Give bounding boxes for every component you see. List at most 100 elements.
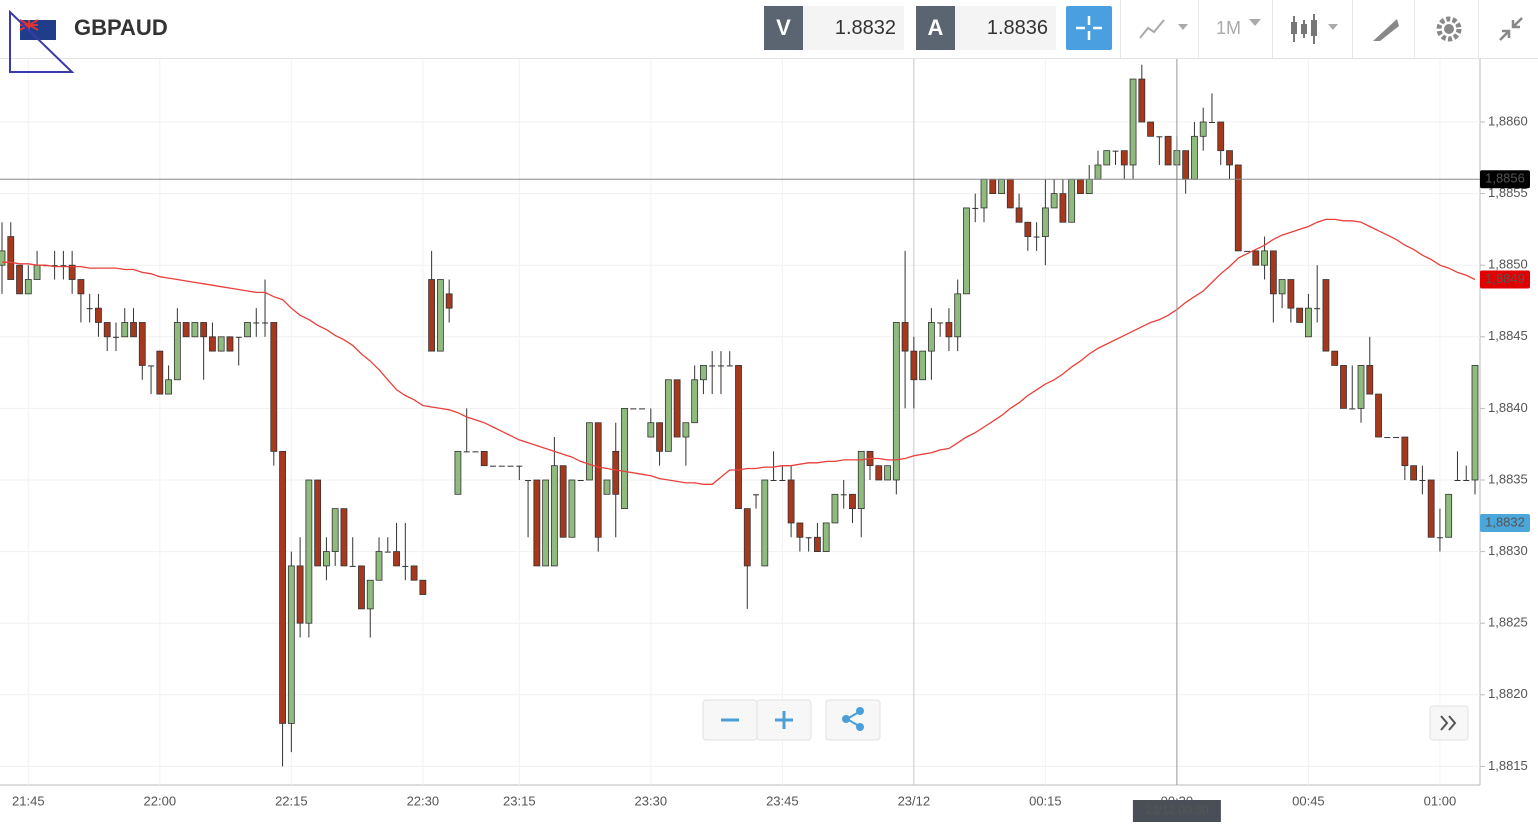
candle-body <box>1305 307 1312 338</box>
candle-body <box>559 465 567 538</box>
timeframe[interactable]: 1M <box>1216 18 1242 38</box>
candle-body <box>691 379 699 424</box>
ma-last-label: 1,8849 <box>1485 271 1525 286</box>
candle-body <box>1164 135 1172 166</box>
candle-body <box>901 322 909 352</box>
share-button[interactable] <box>825 699 881 741</box>
candle-body <box>621 407 628 510</box>
candle-body <box>822 522 830 552</box>
candle-body <box>709 365 716 367</box>
candle-body <box>410 565 418 581</box>
y-tick-label: 1,8835 <box>1488 471 1528 486</box>
candle-body <box>542 479 550 567</box>
candle-body <box>980 178 988 209</box>
candle-body <box>358 565 365 610</box>
candle-body <box>1454 479 1461 481</box>
candle-body <box>1191 135 1198 180</box>
separator <box>1478 0 1479 58</box>
candle-body <box>1112 150 1119 152</box>
sell-label[interactable]: V <box>764 6 803 50</box>
candle-body <box>1138 78 1146 123</box>
candle-body <box>402 565 409 567</box>
crosshair-price-label: 1,8856 <box>1485 171 1525 186</box>
candle-body <box>156 350 164 395</box>
x-tick-label: 23:45 <box>766 793 799 808</box>
zoom-controls <box>702 699 1469 741</box>
candle-body <box>1234 164 1242 252</box>
candle-body <box>998 178 1005 195</box>
crosshair-button[interactable] <box>1066 6 1112 50</box>
candle-body <box>1226 150 1233 166</box>
x-tick-label: 01:00 <box>1424 793 1457 808</box>
candle-body <box>805 537 812 539</box>
chart-type-icon[interactable] <box>1136 14 1192 44</box>
candle-body <box>112 336 119 338</box>
candle-body <box>726 365 733 367</box>
settings-icon[interactable] <box>1434 14 1464 44</box>
candle-body <box>7 236 15 280</box>
candle-body <box>1401 436 1409 467</box>
candle-body <box>507 465 514 467</box>
candle-body <box>1384 437 1391 439</box>
flag-cross <box>19 19 39 31</box>
candle-body <box>1033 236 1040 238</box>
x-tick-label: 23/12 <box>898 793 931 808</box>
line-glyph <box>1139 19 1165 39</box>
candle-body <box>1287 279 1295 309</box>
separator <box>1352 0 1353 58</box>
candle-body <box>1419 479 1426 481</box>
scroll-end-button[interactable] <box>1429 705 1469 741</box>
candle-body <box>454 450 462 495</box>
candle-body <box>1427 479 1435 538</box>
candle-body <box>428 279 436 352</box>
drawing-icon[interactable] <box>1370 14 1402 44</box>
candle-body <box>1393 437 1400 439</box>
candle-body <box>16 264 23 295</box>
candle-body <box>1471 365 1479 481</box>
candle-body <box>1314 308 1321 310</box>
candle-body <box>682 422 690 438</box>
candle-body <box>577 479 584 481</box>
candle-body <box>919 350 927 381</box>
candle-body <box>1269 250 1277 295</box>
crosshair-icon <box>1076 16 1102 40</box>
candle-body <box>1463 479 1470 481</box>
candle-body <box>121 322 129 338</box>
candle-body <box>647 422 655 438</box>
candle-body <box>1366 365 1374 395</box>
candle-body <box>287 565 295 724</box>
candle-body <box>1077 178 1084 195</box>
candle-body <box>1301 24 1307 34</box>
buy-label[interactable]: A <box>916 6 955 50</box>
candle-body <box>148 365 155 367</box>
candle-body <box>945 322 953 338</box>
symbol-icon <box>9 10 75 73</box>
buy-price[interactable]: 1.8836 <box>955 6 1056 50</box>
sell-price[interactable]: 1.8832 <box>803 6 904 50</box>
x-tick-label: 23:15 <box>503 793 536 808</box>
candle-body <box>639 408 646 410</box>
candle-body <box>753 494 760 496</box>
caret <box>1249 19 1261 26</box>
ma-last-box <box>1480 270 1530 289</box>
candle-body <box>1050 193 1058 209</box>
indicators-icon[interactable] <box>1288 12 1344 46</box>
candle-body <box>857 450 865 510</box>
collapse-icon[interactable] <box>1496 14 1526 44</box>
x-tick-label: 21:45 <box>12 793 45 808</box>
candle-body <box>331 508 339 552</box>
x-tick-label: 23:30 <box>635 793 668 808</box>
candle-body <box>743 508 751 567</box>
crosshair-glyph <box>1076 16 1102 40</box>
candle-body <box>138 322 146 366</box>
candle-body <box>927 322 935 352</box>
candle-body <box>673 379 681 438</box>
candle-body <box>419 579 427 595</box>
candle-body <box>884 465 891 481</box>
candle-body <box>498 465 505 467</box>
separator <box>1414 0 1415 58</box>
candle-body <box>86 308 93 310</box>
candle-body <box>436 279 444 352</box>
